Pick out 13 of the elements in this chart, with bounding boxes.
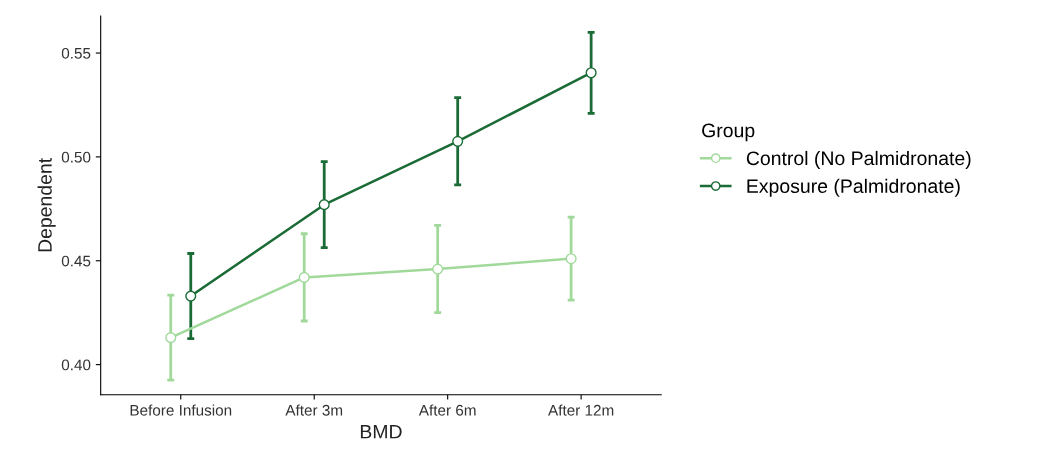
legend-title: Group: [702, 123, 755, 142]
x-axis-title: BMD: [360, 424, 402, 439]
y-tick-label: 0.45: [61, 255, 91, 267]
legend-label: Control (No Palmidronate): [746, 150, 971, 170]
y-tick-label: 0.40: [61, 359, 91, 371]
legend-label: Exposure (Palmidronate): [747, 178, 960, 197]
x-tick-label: Before Infusion: [130, 404, 232, 416]
y-axis-title: Dependent: [37, 157, 56, 252]
x-tick-label: After 6m: [418, 404, 476, 416]
x-tick-label: After 3m: [285, 404, 343, 416]
y-tick-label: 0.55: [61, 47, 91, 59]
x-tick-label: After 12m: [548, 404, 614, 416]
y-tick-label: 0.50: [61, 151, 91, 163]
